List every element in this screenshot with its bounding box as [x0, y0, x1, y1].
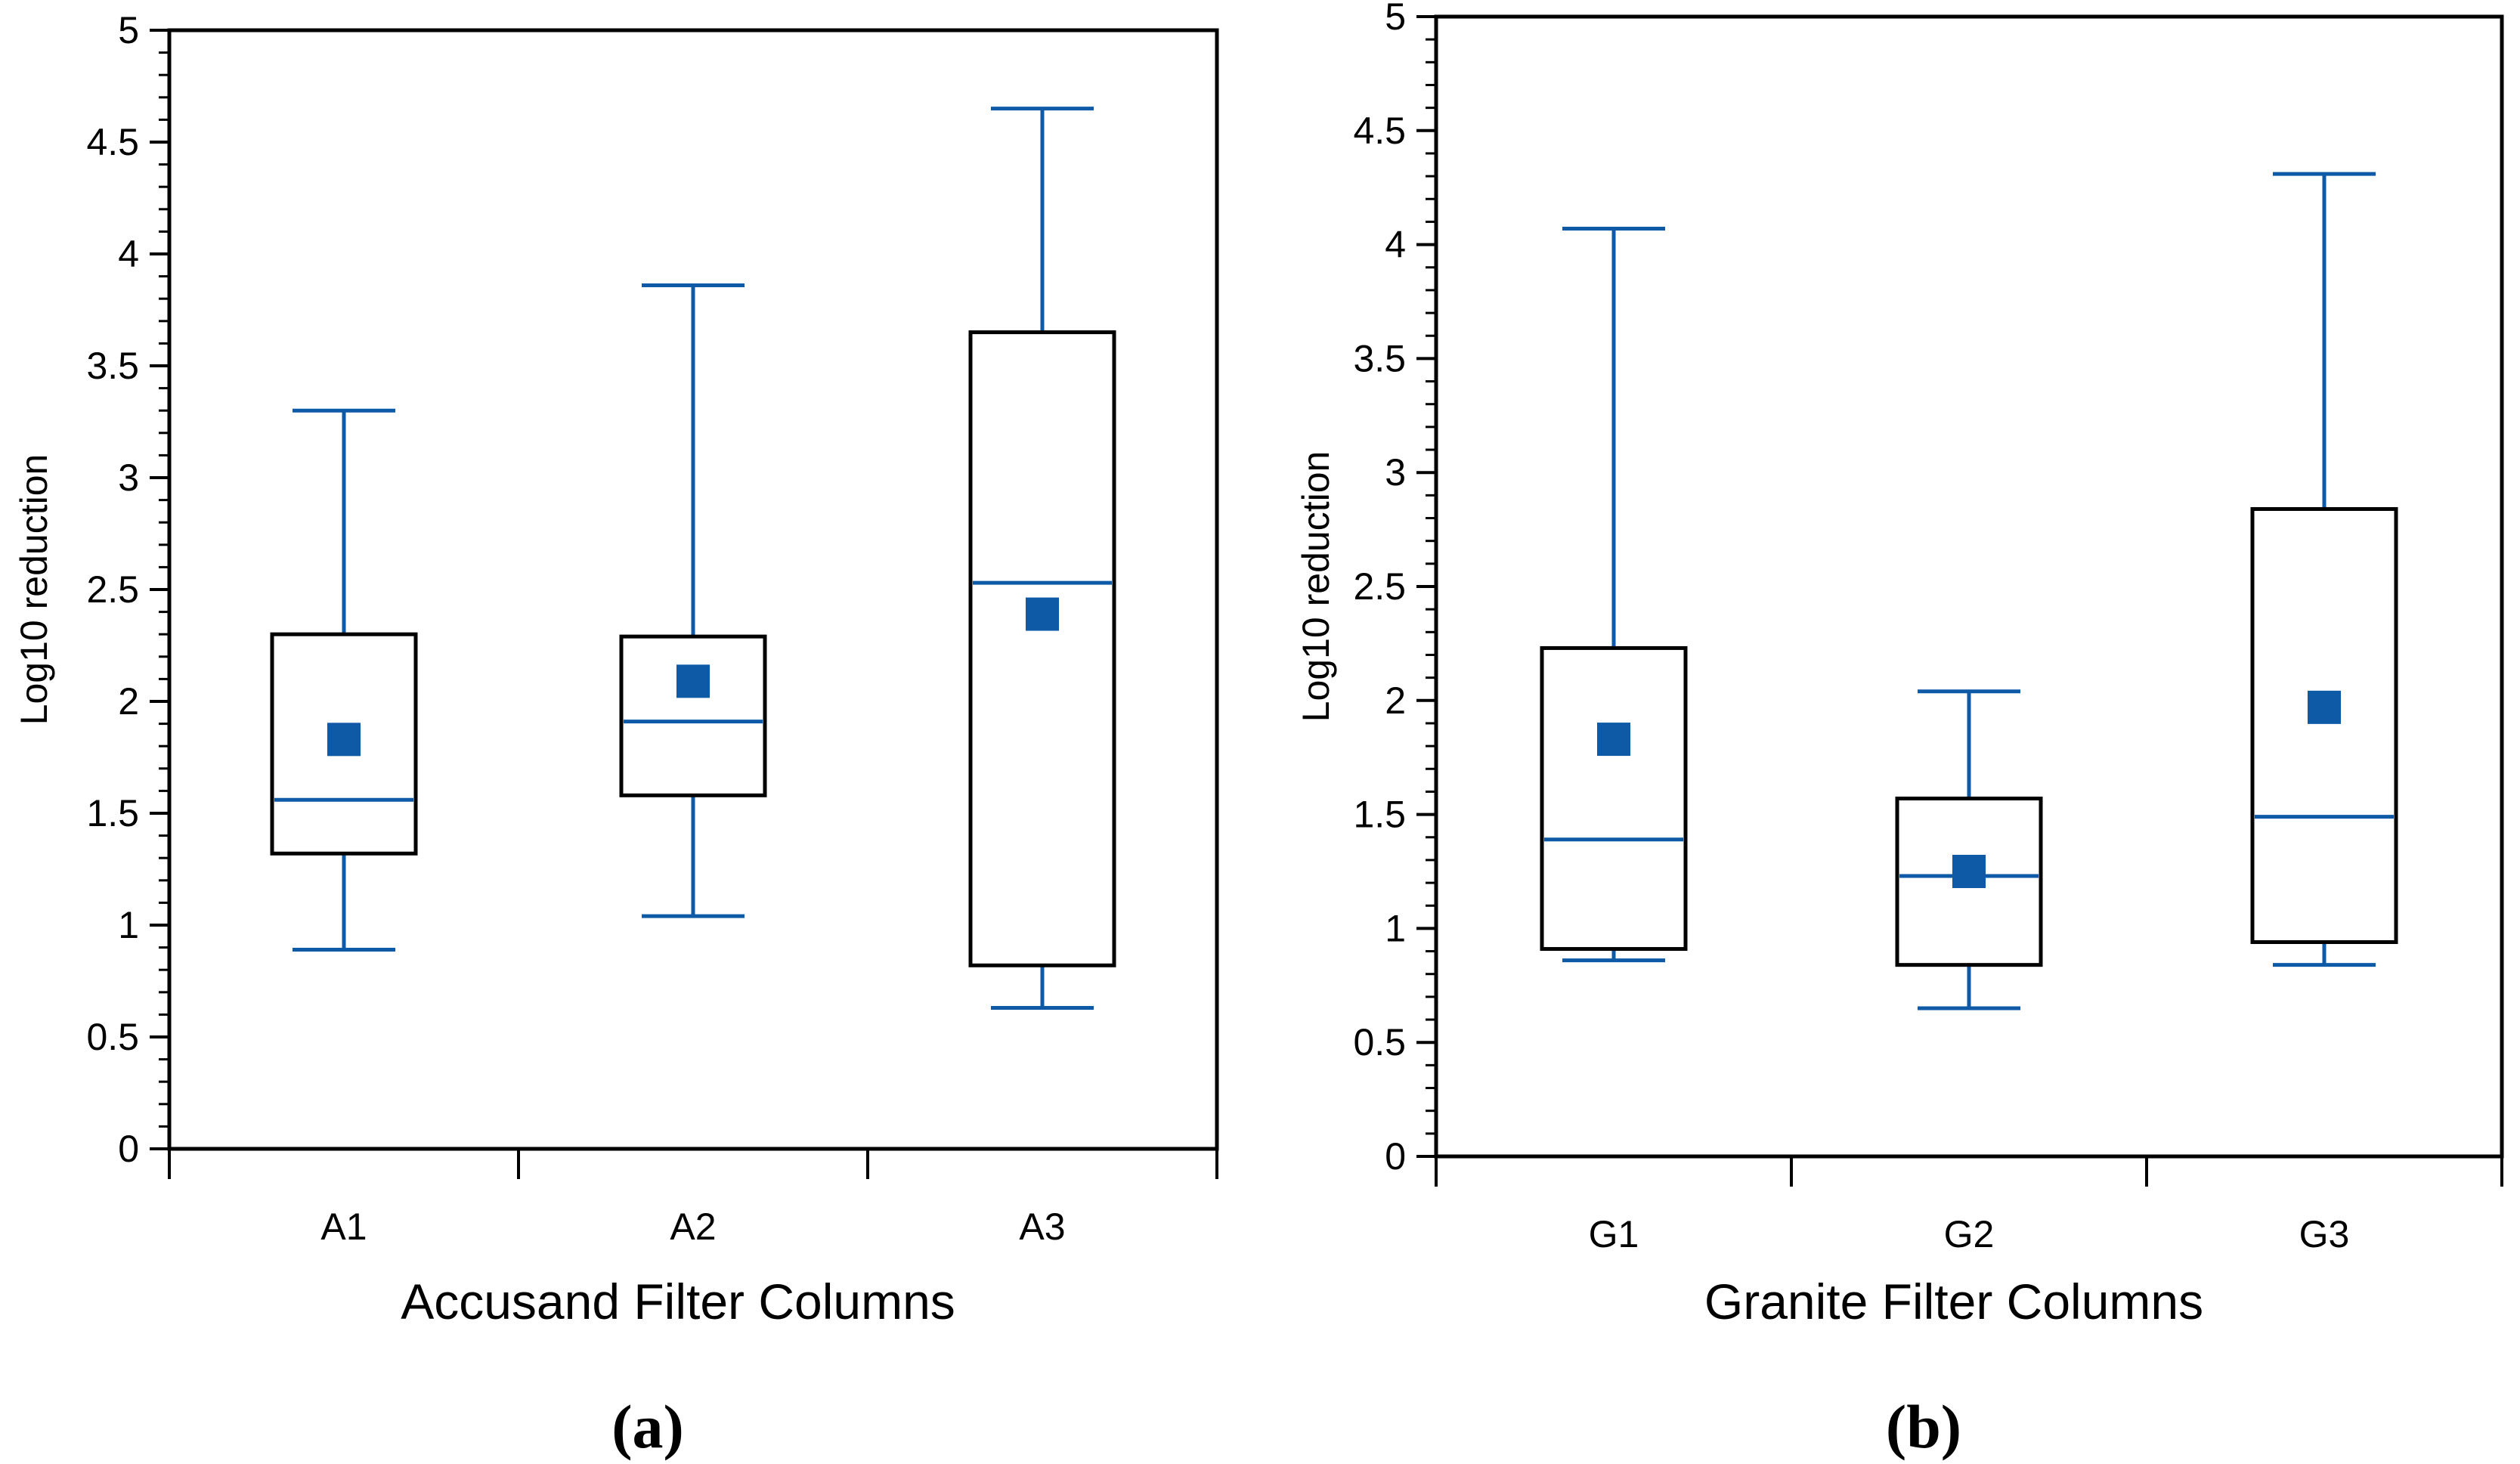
x-axis-title: Accusand Filter Columns: [401, 1274, 955, 1329]
y-tick-label: 0.5: [86, 1016, 139, 1058]
y-tick-label: 2: [1385, 679, 1406, 722]
box-G2: [1895, 689, 2043, 1011]
x-category-label: A1: [320, 1206, 367, 1248]
y-tick-label: 1: [1385, 907, 1406, 949]
box-A1: [270, 408, 418, 952]
box-G1: [1540, 226, 1688, 963]
y-tick-label: 0: [1385, 1135, 1406, 1178]
iqr-box: [2250, 506, 2398, 944]
iqr-box: [1895, 796, 2043, 967]
mean-marker: [2308, 690, 2341, 724]
panel-a: 0 0.5 1 1.5 2 2.5 3 3.5 4 4.5 5 Log10 reduction A1 A2…: [13, 9, 1219, 1461]
panel-b: 0 0.5 1 1.5 2 2.5 3 3.5 4 4.5 5 Log10 reduction G1 G2…: [1295, 0, 2504, 1461]
x-category-label: G1: [1589, 1213, 1639, 1255]
x-category-label: G3: [2299, 1213, 2350, 1255]
y-tick-label: 1: [118, 904, 139, 946]
y-tick-label: 1.5: [1353, 794, 1406, 836]
box-A3: [968, 107, 1116, 1011]
y-tick-label: 5: [118, 9, 139, 51]
box-G3: [2250, 172, 2398, 967]
y-tick-label: 2.5: [1353, 565, 1406, 608]
y-tick-label: 3.5: [1353, 337, 1406, 379]
y-tick-label: 4: [1385, 224, 1406, 266]
iqr-box: [968, 330, 1116, 967]
y-tick-label: 3: [1385, 451, 1406, 494]
y-tick-label: 2: [118, 680, 139, 723]
panel-label: (b): [1886, 1392, 1961, 1461]
x-category-label: A2: [670, 1206, 716, 1248]
y-tick-label: 3.5: [86, 345, 139, 387]
mean-marker: [1952, 855, 1986, 888]
y-tick-label: 4.5: [1353, 110, 1406, 152]
y-axis-label: Log10 reduction: [1295, 451, 1337, 723]
y-tick-label: 1.5: [86, 792, 139, 834]
y-tick-label: 5: [1385, 0, 1406, 38]
iqr-box: [1540, 645, 1688, 952]
y-tick-label: 4: [118, 233, 139, 275]
mean-marker: [1026, 597, 1059, 631]
mean-marker: [676, 664, 710, 698]
y-tick-label: 3: [118, 457, 139, 499]
y-axis-label: Log10 reduction: [13, 454, 55, 726]
y-tick-label: 2.5: [86, 568, 139, 611]
y-tick-label: 4.5: [86, 121, 139, 163]
iqr-box: [619, 634, 767, 797]
iqr-box: [270, 632, 418, 856]
y-tick-label: 0.5: [1353, 1021, 1406, 1063]
x-axis-title: Granite Filter Columns: [1704, 1274, 2203, 1329]
mean-marker: [1597, 723, 1630, 757]
mean-marker: [327, 723, 361, 757]
box-A2: [619, 283, 767, 918]
y-tick-label: 0: [118, 1128, 139, 1170]
x-category-label: G2: [1944, 1213, 1995, 1255]
x-category-label: A3: [1019, 1206, 1065, 1248]
panel-label: (a): [611, 1392, 684, 1461]
